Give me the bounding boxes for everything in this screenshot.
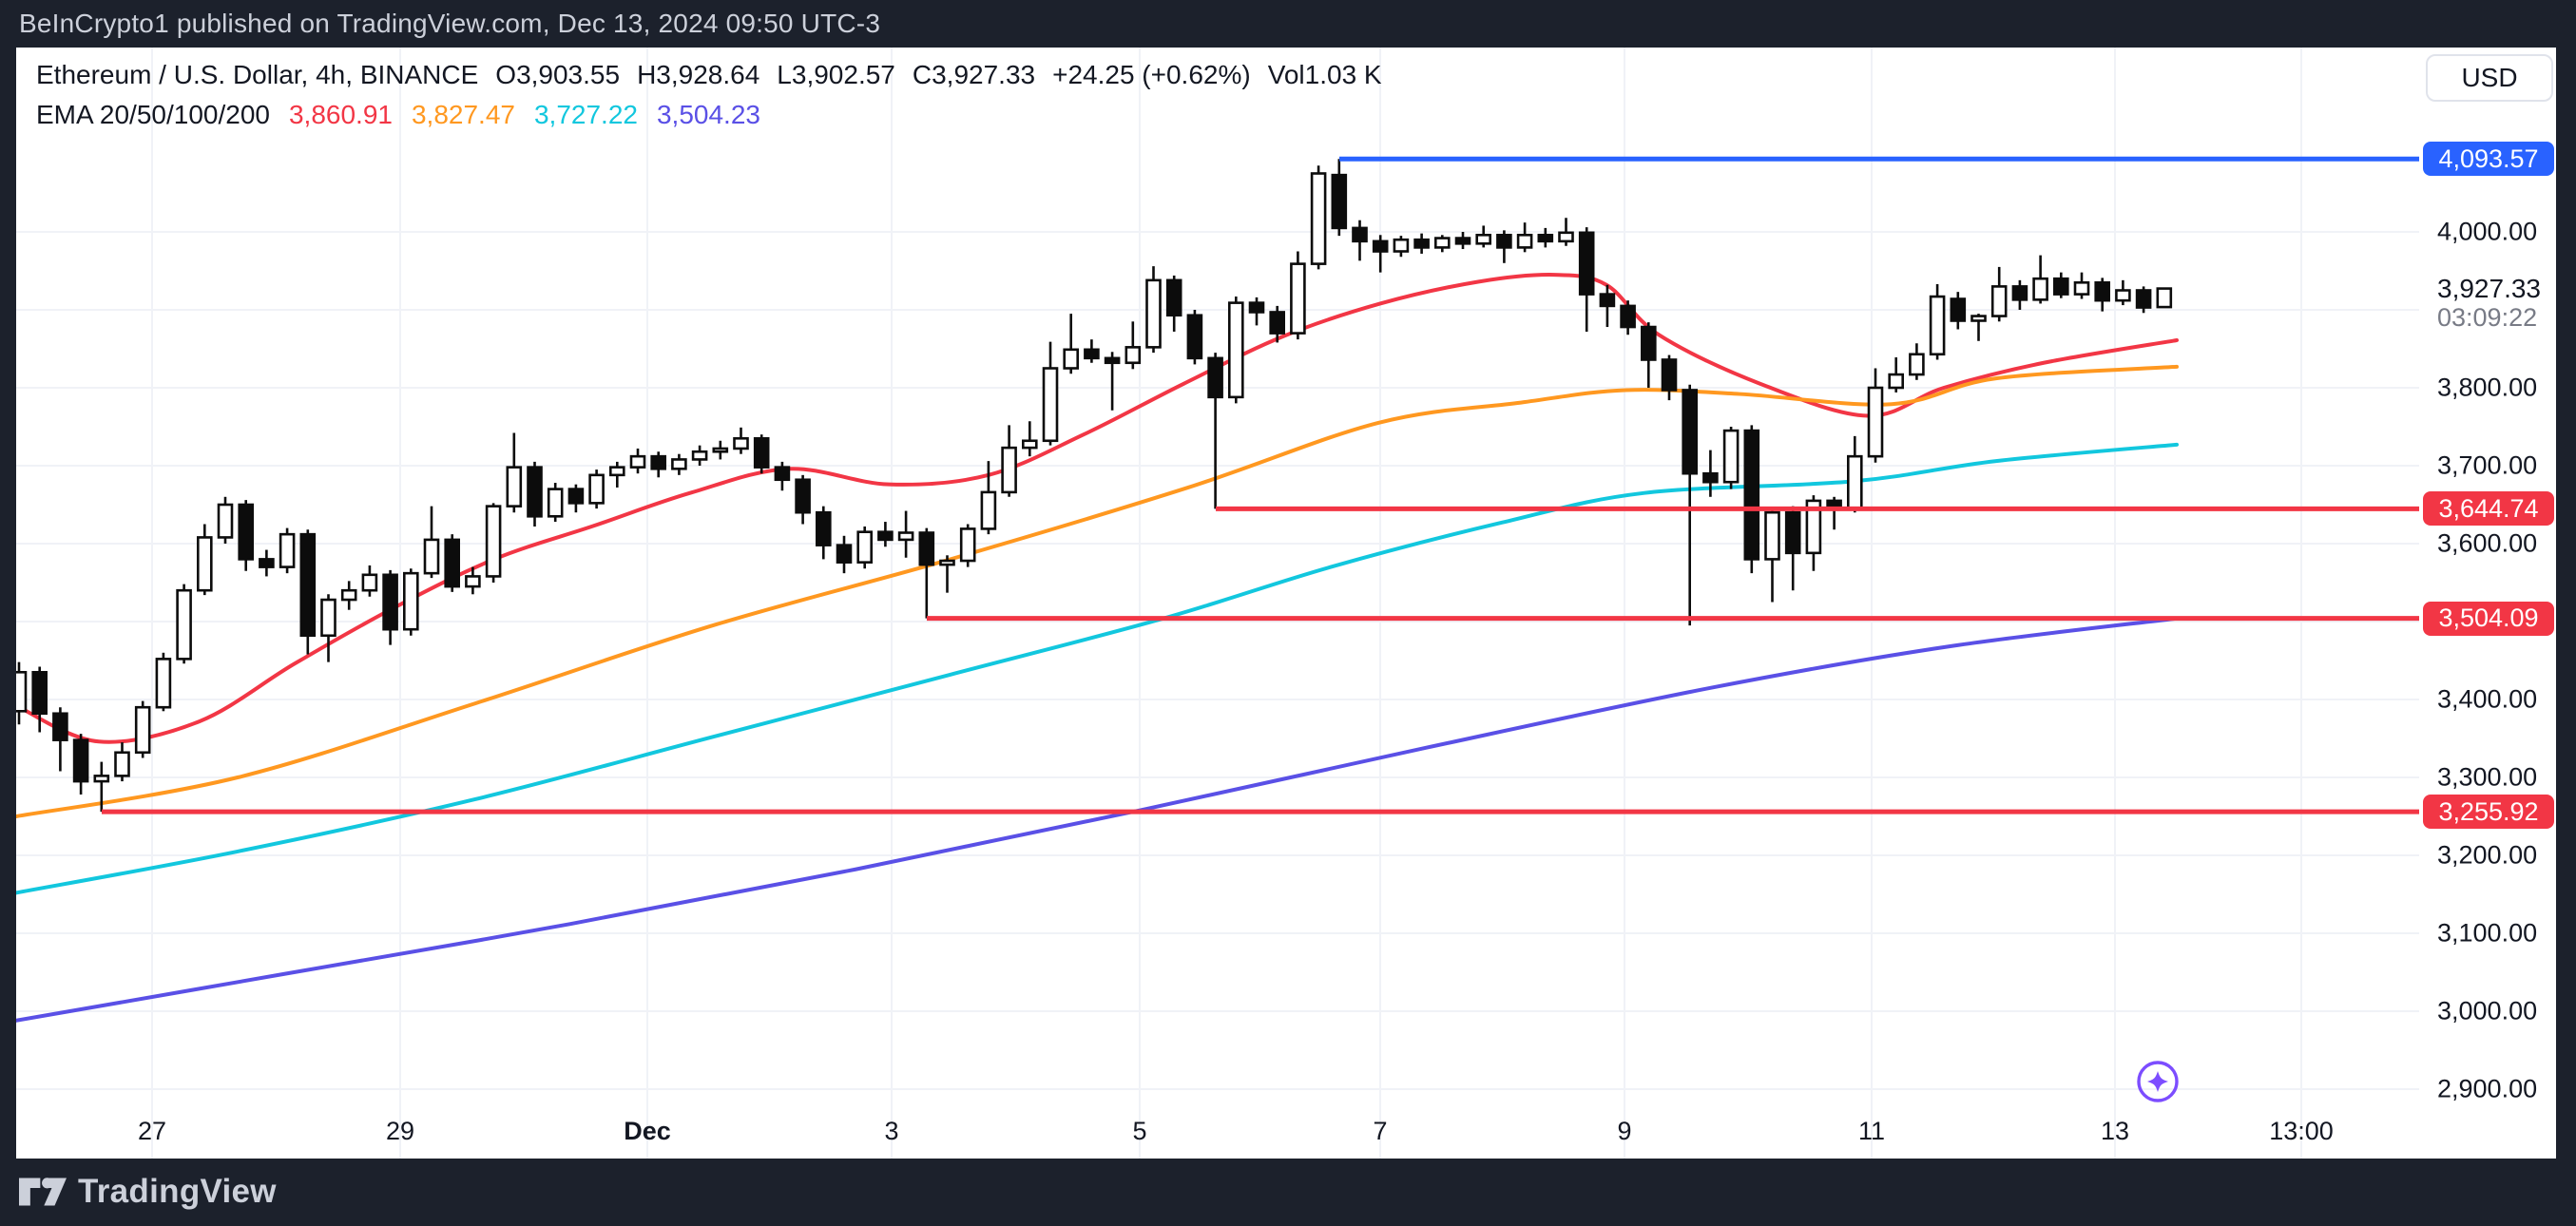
price-tick-label: 2,900.00 [2437,1074,2538,1103]
currency-button[interactable]: USD [2426,54,2553,102]
price-tick-label: 3,300.00 [2437,762,2538,792]
current-price-value: 3,927.33 [2437,273,2541,303]
ema20-value: 3,860.91 [288,100,393,129]
ema-label: EMA 20/50/100/200 [36,100,270,129]
price-tick-label: 4,000.00 [2437,217,2538,246]
current-price-label: 3,927.33 03:09:22 [2437,274,2541,332]
symbol-title: Ethereum / U.S. Dollar, 4h, BINANCE [36,60,479,89]
time-tick-label: 29 [385,1117,415,1145]
tradingview-logo-icon [19,1178,67,1206]
price-level-badge: 3,644.74 [2423,491,2554,527]
price-tick-label: 3,200.00 [2437,840,2538,870]
volume-value: Vol1.03 K [1267,60,1382,89]
tradingview-logo-text: TradingView [78,1173,277,1210]
ema-legend: EMA 20/50/100/200 3,860.91 3,827.47 3,72… [36,95,1399,135]
time-tick-label: Dec [624,1117,671,1145]
price-tick-label: 3,000.00 [2437,996,2538,1025]
ohlc-high: H3,928.64 [637,60,760,89]
price-level-badge: 3,504.09 [2423,601,2554,636]
ohlc-open: O3,903.55 [495,60,621,89]
ema200-value: 3,504.23 [656,100,760,129]
change-value: +24.25 (+0.62%) [1052,60,1251,89]
symbol-legend: Ethereum / U.S. Dollar, 4h, BINANCE O3,9… [36,55,1399,95]
time-tick-label: 9 [1617,1117,1632,1145]
chart-card [16,48,2556,1159]
price-tick-label: 3,700.00 [2437,450,2538,480]
publish-watermark-text: BeInCrypto1 published on TradingView.com… [19,9,881,38]
price-tick-label: 3,800.00 [2437,373,2538,402]
time-tick-label: 3 [884,1117,899,1145]
chart-legend: Ethereum / U.S. Dollar, 4h, BINANCE O3,9… [36,55,1399,135]
time-tick-label: 7 [1373,1117,1388,1145]
price-level-badge: 4,093.57 [2423,142,2554,177]
ema50-value: 3,827.47 [411,100,515,129]
time-tick-label: 5 [1132,1117,1147,1145]
time-tick-label: 13 [2100,1117,2130,1145]
time-tick-label: 27 [137,1117,167,1145]
ohlc-close: C3,927.33 [912,60,1036,89]
bar-countdown-timer: 03:09:22 [2437,302,2538,332]
ohlc-low: L3,902.57 [777,60,895,89]
price-tick-label: 3,600.00 [2437,528,2538,558]
price-level-badge: 3,255.92 [2423,795,2554,830]
price-tick-label: 3,100.00 [2437,918,2538,948]
publish-watermark-bar: BeInCrypto1 published on TradingView.com… [0,0,2576,48]
tradingview-logo: TradingView [19,1173,277,1211]
time-tick-label: 13:00 [2269,1117,2334,1145]
ema100-value: 3,727.22 [533,100,638,129]
time-tick-label: 11 [1857,1117,1886,1145]
price-tick-label: 3,400.00 [2437,684,2538,714]
